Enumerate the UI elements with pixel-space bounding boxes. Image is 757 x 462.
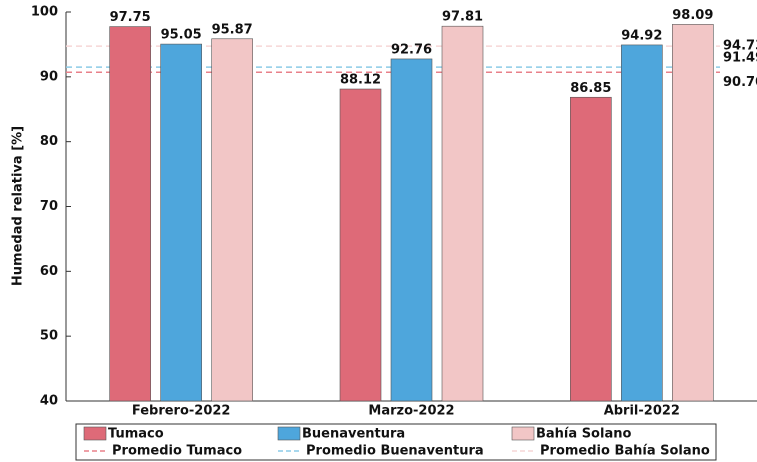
legend-label: Bahía Solano [536, 427, 631, 442]
value-label: 95.05 [161, 28, 202, 43]
y-tick-label: 90 [40, 69, 58, 84]
bar [160, 43, 202, 402]
y-tick-label: 70 [40, 199, 58, 214]
value-label: 95.87 [212, 22, 253, 37]
value-label: 94.92 [621, 28, 662, 43]
average-label: 90.70 [723, 75, 757, 90]
y-tick-label: 50 [40, 329, 58, 344]
average-label: 91.49 [723, 51, 757, 66]
bar [621, 44, 663, 402]
y-tick-label: 60 [40, 264, 58, 279]
legend-swatch [83, 426, 107, 441]
value-label: 98.09 [672, 8, 713, 23]
value-label: 88.12 [340, 73, 381, 88]
bar [672, 24, 714, 402]
bar [109, 26, 151, 402]
legend-label: Promedio Buenaventura [306, 444, 484, 459]
x-tick-label: Marzo-2022 [368, 404, 454, 419]
legend-swatch [277, 426, 301, 441]
legend-swatch [511, 426, 535, 441]
bar [211, 38, 253, 402]
bar [570, 96, 612, 402]
legend-label: Buenaventura [302, 427, 405, 442]
y-tick-label: 40 [40, 394, 58, 409]
x-tick-label: Abril-2022 [604, 404, 680, 419]
value-label: 92.76 [391, 42, 432, 57]
bar [441, 25, 484, 402]
legend-label: Tumaco [108, 427, 164, 442]
value-label: 97.81 [442, 10, 483, 25]
legend-box [75, 423, 717, 461]
y-tick-label: 100 [31, 5, 58, 20]
y-tick-label: 80 [40, 134, 58, 149]
x-tick-label: Febrero-2022 [132, 404, 231, 419]
legend-label: Promedio Bahía Solano [540, 444, 710, 459]
value-label: 86.85 [570, 81, 611, 96]
value-label: 97.75 [110, 10, 151, 25]
y-axis-label: Humedad relativa [%] [11, 126, 26, 286]
bar [339, 88, 382, 402]
bar [390, 58, 433, 402]
legend-label: Promedio Tumaco [112, 444, 242, 459]
average-label: 94.73 [723, 39, 757, 54]
